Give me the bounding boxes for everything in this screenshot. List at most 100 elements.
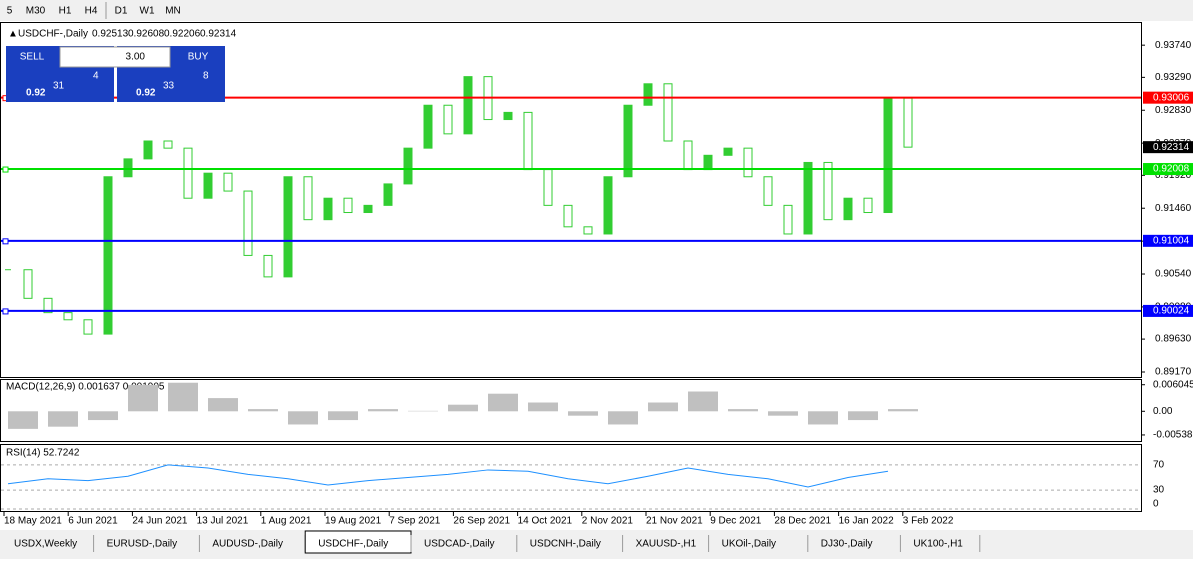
macd-bar bbox=[8, 411, 38, 429]
candle bbox=[524, 112, 532, 169]
candle bbox=[244, 191, 252, 255]
macd-bar bbox=[248, 409, 278, 411]
bid-pips: 31 bbox=[53, 81, 65, 92]
x-tick-label: 1 Aug 2021 bbox=[261, 516, 312, 527]
macd-tick-label: -0.005383 bbox=[1153, 430, 1193, 441]
x-tick-label: 3 Feb 2022 bbox=[903, 516, 954, 527]
ask-big: 0.92 bbox=[136, 88, 156, 99]
chart-title: USDCHF-,Daily bbox=[18, 29, 88, 40]
quote-value: 0.92513 bbox=[92, 29, 129, 40]
x-tick-label: 14 Oct 2021 bbox=[518, 516, 573, 527]
macd-bar bbox=[528, 403, 558, 412]
candle bbox=[864, 198, 872, 212]
candle bbox=[744, 148, 752, 177]
x-tick-label: 21 Nov 2021 bbox=[646, 516, 703, 527]
current-price-label: 0.92314 bbox=[1153, 142, 1190, 153]
bid-frac: 4 bbox=[93, 71, 99, 82]
candle bbox=[844, 198, 852, 219]
candle bbox=[364, 205, 372, 212]
x-tick-label: 28 Dec 2021 bbox=[774, 516, 831, 527]
tab[interactable]: UK100-,H1 bbox=[913, 539, 963, 550]
candle bbox=[184, 148, 192, 198]
candle bbox=[444, 105, 452, 134]
candle bbox=[784, 205, 792, 234]
tab[interactable]: USDCNH-,Daily bbox=[530, 539, 601, 550]
y-tick-label: 0.91460 bbox=[1155, 203, 1192, 214]
y-tick-label: 0.93740 bbox=[1155, 40, 1192, 51]
macd-bar bbox=[48, 411, 78, 426]
y-tick-label: 0.93290 bbox=[1155, 72, 1192, 83]
macd-bar bbox=[568, 411, 598, 415]
candle bbox=[264, 255, 272, 276]
macd-tick-label: 0.006045 bbox=[1153, 379, 1193, 390]
timeframe-button[interactable]: H4 bbox=[85, 6, 98, 17]
timeframe-button[interactable]: 5 bbox=[7, 6, 13, 17]
macd-bar bbox=[728, 409, 758, 411]
x-tick-label: 24 Jun 2021 bbox=[132, 516, 187, 527]
level-handle bbox=[3, 309, 8, 314]
bid-big: 0.92 bbox=[26, 88, 46, 99]
x-tick-label: 6 Jun 2021 bbox=[68, 516, 118, 527]
candle bbox=[304, 177, 312, 220]
timeframe-button[interactable]: H1 bbox=[59, 6, 72, 17]
candle bbox=[24, 270, 32, 299]
triangle: ▲ bbox=[8, 29, 18, 40]
y-tick-label: 0.89170 bbox=[1155, 367, 1192, 378]
quote-value: 0.92206 bbox=[164, 29, 201, 40]
macd-tick-label: 0.00 bbox=[1153, 406, 1173, 417]
x-tick-label: 7 Sep 2021 bbox=[389, 516, 441, 527]
x-tick-label: 19 Aug 2021 bbox=[325, 516, 382, 527]
tab[interactable]: UKOil-,Daily bbox=[722, 539, 776, 550]
candle bbox=[164, 141, 172, 148]
macd-bar bbox=[488, 394, 518, 412]
candle bbox=[664, 84, 672, 141]
candle bbox=[644, 84, 652, 105]
candle bbox=[764, 177, 772, 206]
macd-bar bbox=[208, 398, 238, 411]
level-handle bbox=[3, 167, 8, 172]
candle bbox=[404, 148, 412, 184]
ask-pips: 33 bbox=[163, 81, 175, 92]
volume-input[interactable]: 3.00 bbox=[126, 52, 146, 63]
timeframe-button[interactable]: M30 bbox=[26, 6, 46, 17]
level-label: 0.90024 bbox=[1153, 306, 1190, 317]
candle bbox=[504, 112, 512, 119]
level-handle bbox=[3, 239, 8, 244]
candle bbox=[144, 141, 152, 159]
timeframe-button[interactable]: MN bbox=[165, 6, 181, 17]
timeframe-button[interactable]: W1 bbox=[140, 6, 155, 17]
macd-bar bbox=[768, 411, 798, 415]
tab[interactable]: AUDUSD-,Daily bbox=[212, 539, 283, 550]
level-label: 0.93006 bbox=[1153, 92, 1190, 103]
rsi-tick-label: 30 bbox=[1153, 485, 1165, 496]
candle bbox=[584, 227, 592, 234]
candle bbox=[684, 141, 692, 170]
timeframe-button[interactable]: D1 bbox=[115, 6, 128, 17]
macd-bar bbox=[648, 403, 678, 412]
sell-button[interactable]: SELL bbox=[20, 52, 45, 63]
candle bbox=[544, 170, 552, 206]
macd-bar bbox=[888, 409, 918, 411]
candle bbox=[84, 320, 92, 334]
tab[interactable]: XAUUSD-,H1 bbox=[636, 539, 697, 550]
tab[interactable]: EURUSD-,Daily bbox=[107, 539, 178, 550]
tab[interactable]: USDCHF-,Daily bbox=[318, 539, 388, 550]
x-tick-label: 9 Dec 2021 bbox=[710, 516, 762, 527]
buy-button[interactable]: BUY bbox=[188, 52, 209, 63]
macd-bar bbox=[328, 411, 358, 420]
macd-bar bbox=[128, 385, 158, 411]
tab[interactable]: DJ30-,Daily bbox=[821, 539, 873, 550]
tab[interactable]: USDX,Weekly bbox=[14, 539, 77, 550]
y-tick-label: 0.92830 bbox=[1155, 105, 1192, 116]
macd-bar bbox=[448, 405, 478, 412]
candle bbox=[704, 155, 712, 169]
macd-bar bbox=[608, 411, 638, 424]
x-tick-label: 16 Jan 2022 bbox=[839, 516, 894, 527]
tab[interactable]: USDCAD-,Daily bbox=[424, 539, 495, 550]
candle bbox=[804, 162, 812, 234]
rsi-tick-label: 0 bbox=[1153, 499, 1159, 510]
candle bbox=[564, 205, 572, 226]
macd-bar bbox=[848, 411, 878, 420]
